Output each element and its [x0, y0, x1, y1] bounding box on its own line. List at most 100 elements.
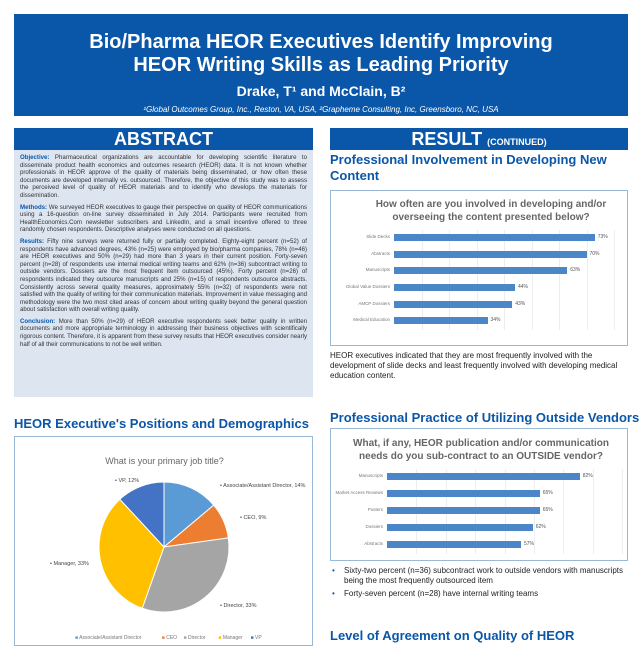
bar-value-label: 34% [490, 317, 501, 324]
pie-slice [98, 498, 165, 609]
methods-label: Methods: [20, 203, 48, 211]
bar-category-label: Posters [367, 507, 383, 512]
pie-legend-item: ■ Manager [218, 635, 242, 641]
involvement-bar-chart: Slide Decks 73% Abstracts 70% Manuscripts 63%… [346, 230, 615, 334]
result-heading: RESULT (CONTINUED) [330, 128, 628, 150]
bar-row: Global Value Dossiers 44% [346, 284, 614, 291]
bar-category-label: Abstracts [364, 541, 383, 546]
bar [387, 541, 521, 548]
gridline [531, 230, 533, 330]
bar-category-label: Dossiers [365, 524, 383, 529]
affiliations: ¹Global Outcomes Group, Inc., Reston, VA… [143, 105, 499, 114]
objective-text: Pharmaceutical organizations are account… [20, 154, 307, 199]
title-line-1: Bio/Pharma HEOR Executives Identify Impr… [89, 31, 553, 53]
pie-slice [141, 537, 230, 613]
pie-legend-item: ■ CEO [162, 635, 177, 641]
bar [387, 473, 580, 480]
gridline [622, 469, 623, 554]
bar-category-label: Manuscripts [358, 473, 383, 478]
pie-title: What is your primary job title? [105, 456, 224, 466]
bar [394, 317, 488, 325]
bar-value-label: 63% [570, 267, 581, 274]
bar [394, 267, 568, 275]
authors: Drake, T¹ and McClain, B² [236, 83, 406, 99]
bar-category-label: Slide Decks [366, 234, 390, 239]
pie-data-label: • VP, 12% [115, 478, 139, 484]
bar [394, 300, 513, 308]
bar-value-label: 62% [535, 524, 546, 530]
abstract-heading: ABSTRACT [14, 128, 313, 150]
bar-value-label: 73% [597, 234, 608, 240]
pie-data-label: • Manager, 33% [50, 561, 89, 567]
gridline [586, 230, 588, 330]
gridline [421, 230, 423, 330]
bar-row: Slide Decks 73% [366, 234, 614, 241]
bar-row: Medical Education 34% [353, 317, 614, 325]
bar-row: Abstracts 70% [371, 250, 614, 258]
bar-value-label: 82% [582, 473, 593, 479]
bar-value-label: 44% [518, 284, 529, 290]
pie-data-label: • Director, 33% [220, 603, 257, 609]
pie-chart: • Associate/Assistant Director, 14% • CEO… [50, 478, 305, 641]
bar-value-label: 70% [589, 250, 600, 257]
objective-label: Objective: [20, 154, 50, 161]
bar [387, 507, 540, 514]
vendors-heading: Professional Practice of Utilizing Outsi… [330, 410, 640, 425]
pie-slice [119, 481, 165, 549]
bar-category-label: Market Access Reviews [335, 490, 383, 495]
bar-category-label: Medical Education [353, 317, 390, 323]
bar-row: Manuscripts 63% [366, 267, 614, 275]
involvement-text: HEOR executives indicated that they are … [330, 351, 618, 380]
vendors-bullet: Sixty-two percent (n=36) subcontract wor… [330, 566, 628, 586]
methods-text: We surveyed HEOR executives to gauge the… [20, 203, 308, 234]
vendors-bullet: Forty-seven percent (n=28) have internal… [330, 589, 628, 599]
involvement-chart-title: How often are you involved in developing… [375, 199, 607, 223]
bar-row: Posters 65% [368, 507, 622, 514]
gridline [476, 230, 478, 330]
vendors-bullets: Sixty-two percent (n=36) subcontract wor… [330, 566, 628, 602]
results-label: Results: [20, 237, 45, 245]
bar-row: Market Access Reviews 65% [335, 490, 622, 497]
abstract-body: Objective: Pharmaceutical organizations … [14, 150, 313, 397]
bar-value-label: 57% [523, 541, 534, 547]
vendors-chart-title: What, if any, HEOR publication and/or co… [353, 438, 609, 462]
title-line-2: HEOR Writing Skills as Leading Priority [133, 54, 509, 76]
bar-row: AMCP Dossiers 43% [358, 300, 614, 308]
bar-row: Dossiers 62% [365, 524, 622, 531]
gridline [563, 469, 565, 554]
pie-data-label: • Associate/Assistant Director, 14% [220, 483, 305, 489]
bar [387, 490, 540, 497]
bar-category-label: Manuscripts [365, 267, 390, 273]
involvement-chart-box: How often are you involved in developing… [330, 190, 628, 346]
pie-slice [163, 481, 215, 549]
bar-row: Abstracts 57% [364, 541, 622, 548]
poster-header: Bio/Pharma HEOR Executives Identify Impr… [14, 14, 628, 116]
gridline [614, 230, 615, 330]
result-heading-text: RESULT [411, 129, 483, 149]
bar-value-label: 65% [542, 507, 553, 513]
bar [387, 524, 533, 531]
agreement-heading: Level of Agreement on Quality of HEOR [330, 628, 575, 643]
pie-legend-item: ■ Director [184, 635, 206, 641]
bar [394, 284, 515, 291]
vendors-chart-box: What, if any, HEOR publication and/or co… [330, 428, 628, 561]
involvement-heading: Professional Involvement in Developing N… [330, 152, 607, 183]
results-text: Fifty nine surveys were returned fully o… [20, 237, 307, 314]
vendors-bar-chart: Manuscripts 82% Market Access Reviews 65% Po… [335, 469, 623, 558]
gridline [592, 469, 594, 554]
bar-value-label: 65% [542, 490, 553, 496]
bar-category-label: Abstracts [371, 250, 390, 256]
bar-value-label: 43% [515, 300, 526, 307]
demographics-heading: HEOR Executive's Positions and Demograph… [14, 416, 309, 431]
bar [394, 250, 587, 258]
bar-category-label: AMCP Dossiers [358, 300, 390, 306]
gridline [449, 230, 450, 330]
conclusion-label: Conclusion: [20, 317, 56, 325]
pie-legend-item: ■ VP [251, 635, 263, 641]
pie-legend-item: ■ Associate/Assistant Director [75, 635, 142, 641]
bar-row: Manuscripts 82% [359, 473, 622, 480]
gridline [504, 230, 505, 330]
gridline [559, 230, 560, 330]
conclusion-text: More than 50% (n=29) of HEOR executive r… [20, 317, 307, 348]
pie-chart-box: What is your primary job title? • Associ… [14, 436, 313, 646]
